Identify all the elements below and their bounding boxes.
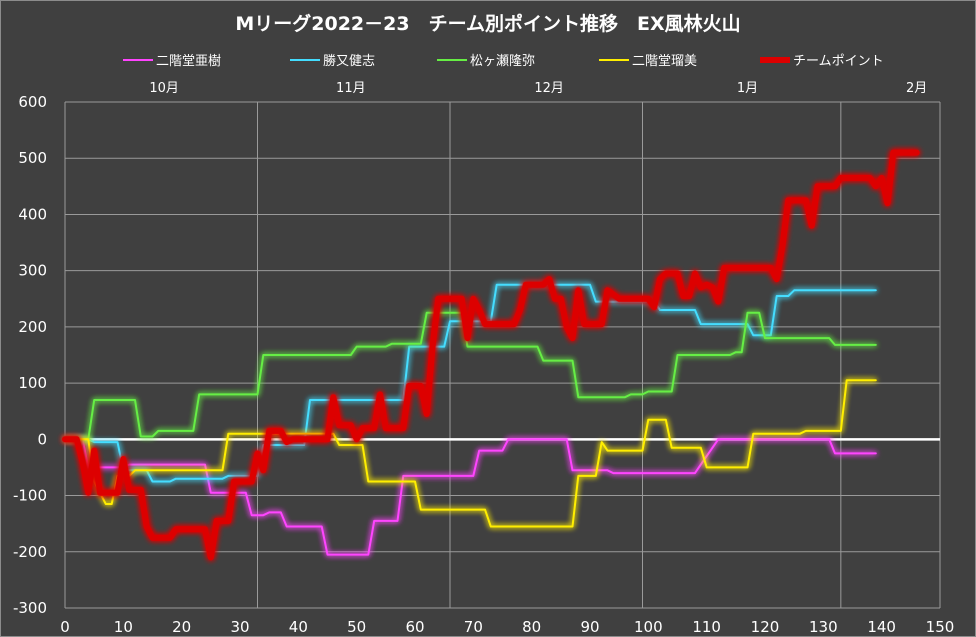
y-tick-label: 300 [18, 262, 47, 280]
series-layer [62, 149, 920, 561]
x-tick-label: 120 [751, 618, 780, 636]
y-tick-label: 400 [18, 205, 47, 223]
month-labels: 10月 11月 12月 1月 2月 [149, 81, 927, 96]
y-tick-label: 200 [18, 318, 47, 336]
y-axis: -300 -200 -100 0 100 200 300 400 500 600 [13, 93, 47, 617]
month-label: 10月 [149, 81, 179, 96]
legend-label: 二階堂亜樹 [156, 54, 221, 69]
y-tick-label: 100 [18, 374, 47, 392]
legend-label: 松ヶ瀬隆弥 [470, 53, 535, 69]
y-tick-label: -200 [13, 543, 47, 561]
legend-label: 勝又健志 [323, 54, 375, 69]
x-axis: 0 10 20 30 40 50 60 70 80 90 100 110 120 130 140 150 [60, 618, 954, 636]
month-label: 1月 [737, 81, 758, 96]
month-label: 12月 [534, 81, 564, 96]
x-tick-label: 20 [172, 618, 191, 636]
x-tick-label: 30 [230, 618, 249, 636]
chart-title: Mリーグ2022－23 チーム別ポイント推移 EX風林火山 [235, 12, 740, 35]
legend: 二階堂亜樹 勝又健志 松ヶ瀬隆弥 二階堂瑠美 チームポイント [123, 53, 884, 69]
x-tick-label: 50 [347, 618, 366, 636]
series-line [64, 311, 877, 441]
x-tick-label: 130 [809, 618, 838, 636]
series-line [62, 149, 920, 561]
x-tick-label: 100 [634, 618, 663, 636]
y-tick-label: 500 [18, 149, 47, 167]
x-tick-label: 110 [692, 618, 721, 636]
x-tick-label: 0 [60, 618, 70, 636]
y-tick-label: 600 [18, 93, 47, 111]
series-line [64, 283, 877, 483]
x-tick-label: 40 [289, 618, 308, 636]
x-tick-label: 140 [867, 618, 896, 636]
x-tick-label: 150 [926, 618, 955, 636]
x-tick-label: 80 [522, 618, 541, 636]
legend-label: チームポイント [793, 54, 884, 69]
x-tick-label: 70 [464, 618, 483, 636]
y-tick-label: -100 [13, 487, 47, 505]
month-label: 11月 [336, 81, 366, 96]
y-tick-label: -300 [13, 599, 47, 617]
x-tick-label: 90 [580, 618, 599, 636]
x-tick-label: 60 [405, 618, 424, 636]
y-tick-label: 0 [37, 430, 47, 448]
series-line [64, 438, 877, 556]
month-label: 2月 [906, 81, 927, 96]
x-tick-label: 10 [114, 618, 133, 636]
grid [64, 101, 941, 609]
legend-label: 二階堂瑠美 [632, 54, 697, 69]
